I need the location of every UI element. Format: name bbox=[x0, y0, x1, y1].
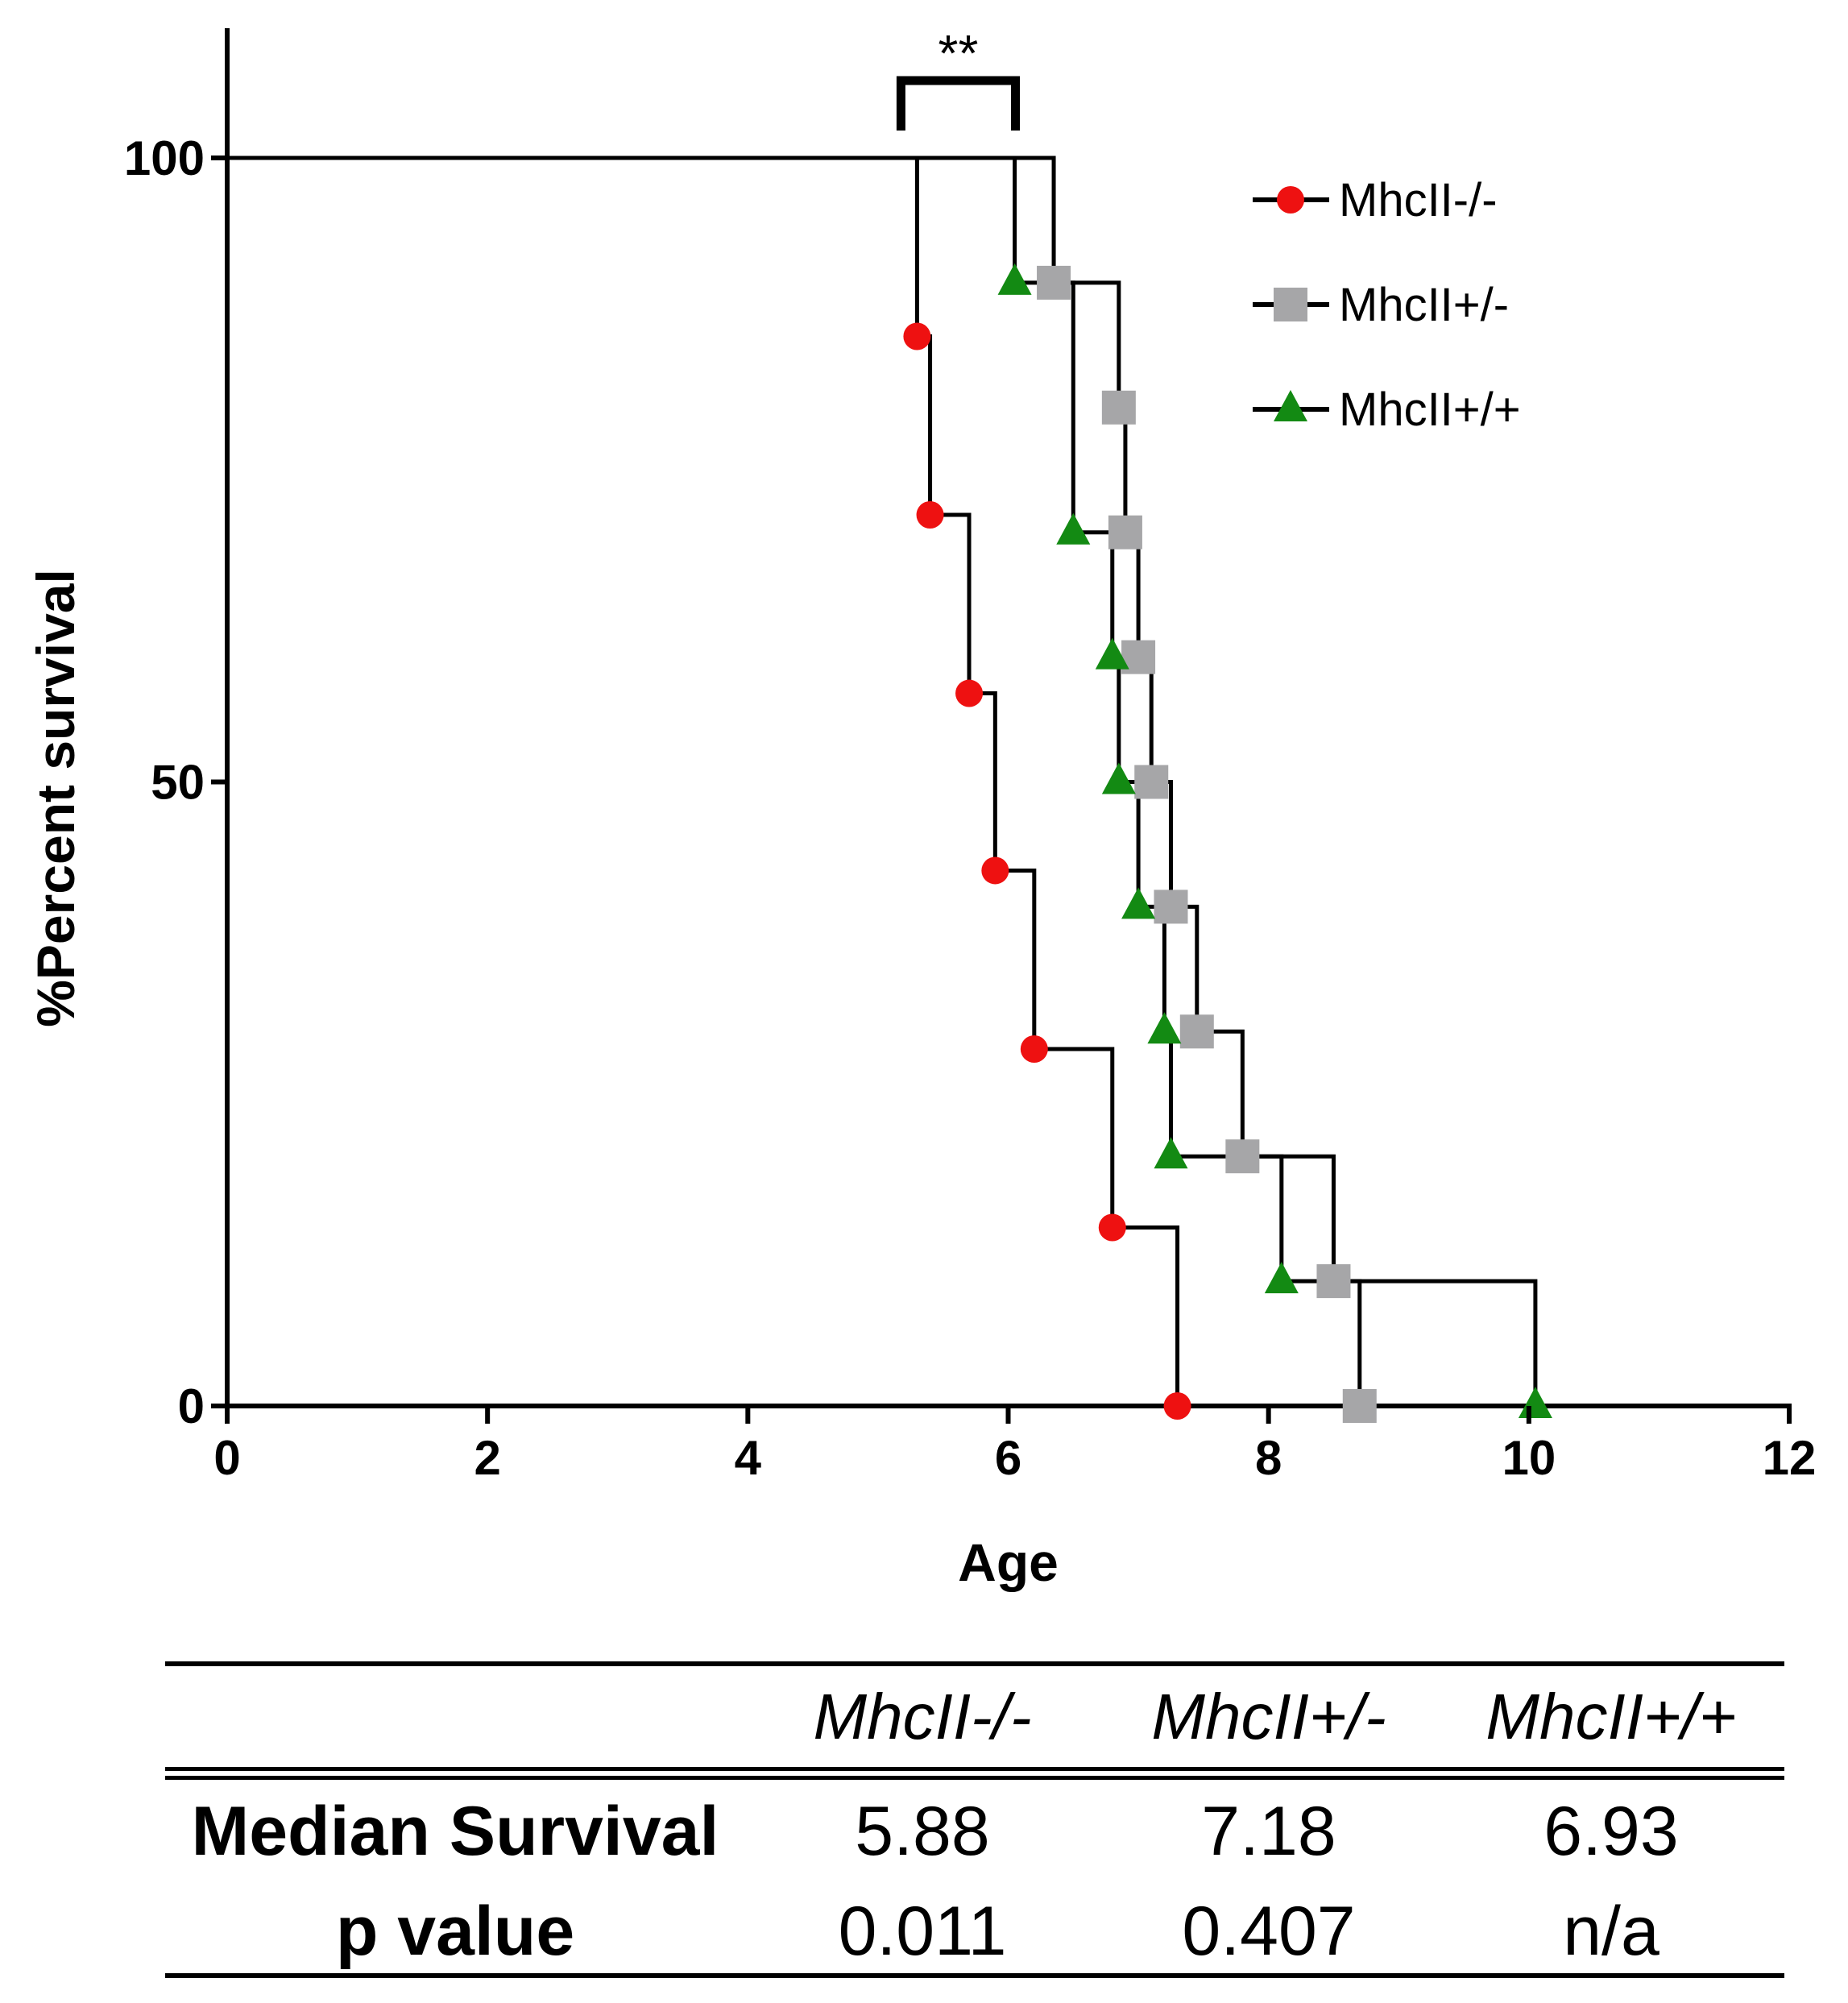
triangle-marker bbox=[1154, 1137, 1188, 1169]
table-header-row: MhcII-/- MhcII+/- MhcII+/+ bbox=[165, 1664, 1784, 1770]
square-marker bbox=[1225, 1139, 1260, 1174]
circle-marker bbox=[955, 679, 984, 707]
table-top-rule bbox=[165, 1661, 1784, 1666]
median-survival-table: MhcII-/- MhcII+/- MhcII+/+ Median Surviv… bbox=[165, 1664, 1784, 1981]
row-label-median-survival: Median Survival bbox=[191, 1792, 719, 1870]
square-marker bbox=[1108, 515, 1142, 549]
table-row: p value 0.011 0.407 n/a bbox=[165, 1881, 1784, 1981]
x-tick-label: 6 bbox=[995, 1431, 1021, 1485]
x-tick-label: 4 bbox=[735, 1431, 762, 1485]
triangle-marker bbox=[1121, 887, 1156, 919]
triangle-marker bbox=[1095, 637, 1129, 670]
triangle-marker bbox=[1101, 762, 1136, 794]
p-value-ko: 0.011 bbox=[838, 1892, 1007, 1970]
x-tick-label: 10 bbox=[1502, 1431, 1556, 1485]
y-tick-label: 100 bbox=[124, 131, 205, 185]
square-marker bbox=[1342, 1389, 1377, 1423]
x-tick-label: 0 bbox=[213, 1431, 240, 1485]
survival-line-1 bbox=[227, 156, 1362, 1406]
median-survival-het: 7.18 bbox=[1201, 1792, 1336, 1870]
legend-circle-icon bbox=[1277, 186, 1304, 214]
circle-marker bbox=[1163, 1392, 1191, 1420]
table-header-mhcii-het: MhcII+/- bbox=[1151, 1681, 1386, 1752]
table-header-mhcii-ko: MhcII-/- bbox=[813, 1681, 1032, 1752]
table-bottom-rule bbox=[165, 1973, 1784, 1978]
triangle-marker bbox=[997, 263, 1032, 295]
chart-axes bbox=[213, 28, 1792, 1422]
square-marker bbox=[1101, 390, 1136, 425]
x-tick-label: 8 bbox=[1255, 1431, 1282, 1485]
p-value-het: 0.407 bbox=[1182, 1892, 1356, 1970]
circle-marker bbox=[903, 322, 931, 350]
median-survival-ko: 5.88 bbox=[855, 1792, 990, 1870]
y-axis-title: %Percent survival bbox=[26, 569, 85, 1027]
legend-label: MhcII+/- bbox=[1339, 279, 1509, 331]
circle-marker bbox=[1098, 1213, 1126, 1242]
table-header-rule-2 bbox=[165, 1776, 1784, 1780]
table-row: Median Survival 5.88 7.18 6.93 bbox=[165, 1770, 1784, 1881]
p-value-wt: n/a bbox=[1563, 1892, 1659, 1970]
x-axis-title: Age bbox=[958, 1532, 1059, 1592]
table-header-mhcii-wt: MhcII+/+ bbox=[1485, 1681, 1737, 1752]
survival-line-2 bbox=[227, 156, 1538, 1406]
square-marker bbox=[1134, 765, 1169, 799]
triangle-marker bbox=[1264, 1262, 1299, 1294]
triangle-marker bbox=[1147, 1012, 1182, 1044]
data-markers bbox=[903, 263, 1552, 1423]
legend-triangle-icon bbox=[1274, 390, 1307, 421]
significance-stars: ** bbox=[939, 24, 979, 82]
x-tick-label: 2 bbox=[474, 1431, 500, 1485]
survival-chart: 0 2 4 6 8 10 12 0 50 100 MhcII-/- MhcII+/- MhcII+/+… bbox=[26, 24, 1816, 1592]
legend: MhcII-/- MhcII+/- MhcII+/+ bbox=[1253, 174, 1521, 436]
y-tick-label: 0 bbox=[178, 1379, 205, 1433]
survival-curves bbox=[227, 156, 1538, 1406]
significance-annotation: ** bbox=[896, 24, 1020, 131]
median-survival-wt: 6.93 bbox=[1543, 1792, 1679, 1870]
square-marker bbox=[1037, 265, 1071, 300]
axis-ticks: 0 2 4 6 8 10 12 0 50 100 bbox=[124, 131, 1816, 1485]
square-marker bbox=[1179, 1014, 1214, 1049]
triangle-marker bbox=[1056, 512, 1091, 545]
square-marker bbox=[1154, 890, 1188, 924]
square-marker bbox=[1316, 1264, 1351, 1299]
survival-line-0 bbox=[227, 156, 1180, 1406]
circle-marker bbox=[981, 856, 1009, 885]
circle-marker bbox=[916, 501, 944, 529]
legend-label: MhcII+/+ bbox=[1339, 384, 1521, 436]
y-tick-label: 50 bbox=[151, 756, 205, 810]
row-label-p-value: p value bbox=[335, 1892, 575, 1970]
table-header-empty bbox=[165, 1664, 745, 1770]
legend-label: MhcII-/- bbox=[1339, 174, 1498, 226]
legend-square-icon bbox=[1274, 288, 1307, 321]
circle-marker bbox=[1020, 1035, 1048, 1063]
significance-bracket bbox=[896, 76, 1020, 131]
table-header-rule-1 bbox=[165, 1767, 1784, 1771]
triangle-marker bbox=[1518, 1387, 1552, 1418]
x-tick-label: 12 bbox=[1763, 1431, 1817, 1485]
